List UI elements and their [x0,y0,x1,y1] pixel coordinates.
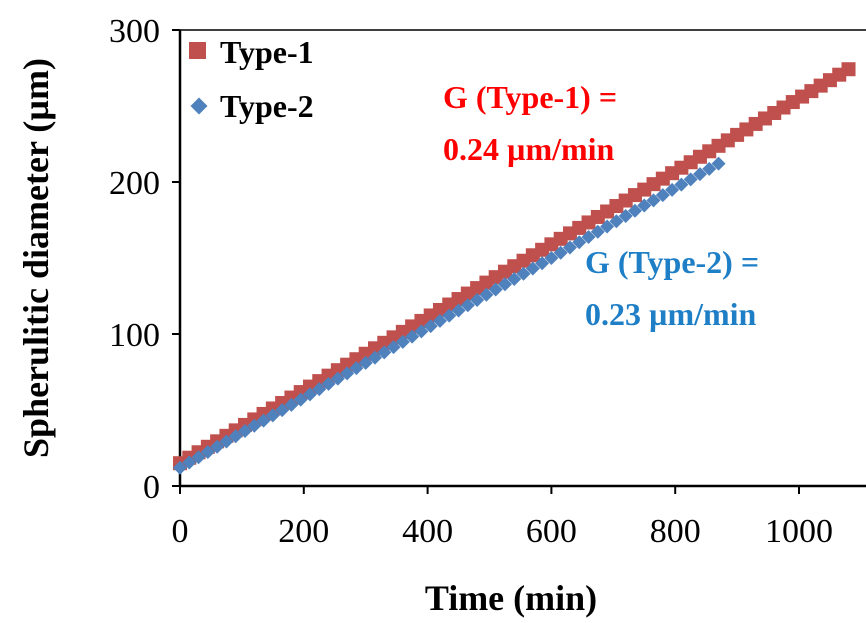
data-point-type-2 [432,313,447,328]
data-point-type-2 [275,403,290,418]
legend-label-type-2: Type-2 [220,88,314,124]
data-point-type-2 [618,209,633,224]
annotation-type-1-line-2: 0.24 µm/min [443,131,615,167]
data-point-type-2 [674,177,689,192]
data-point-type-2 [516,266,531,281]
legend-marker-type-2 [190,97,208,115]
legend-label-type-1: Type-1 [220,34,314,70]
y-tick-label: 300 [109,13,160,50]
data-point-type-2 [525,261,540,276]
x-tick-label: 400 [402,513,453,550]
x-tick-label: 200 [278,513,329,550]
data-point-type-2 [200,445,215,460]
data-point-type-2 [349,361,364,376]
series-type-2 [173,156,726,475]
data-point-type-2 [312,382,327,397]
data-point-type-2 [655,188,670,203]
x-tick-label: 0 [172,513,189,550]
data-point-type-2 [627,203,642,218]
data-point-type-2 [665,182,680,197]
data-point-type-2 [692,167,707,182]
data-point-type-2 [395,334,410,349]
y-axis-title: Spherulitic diameter (µm) [16,58,56,458]
data-point-type-2 [683,172,698,187]
data-point-type-2 [377,345,392,360]
data-point-type-2 [256,413,271,428]
data-point-type-2 [600,219,615,234]
data-point-type-2 [590,224,605,239]
data-point-type-2 [442,308,457,323]
data-point-type-2 [488,282,503,297]
data-point-type-2 [460,298,475,313]
data-point-type-2 [247,418,262,433]
data-point-type-2 [451,303,466,318]
data-point-type-2 [321,376,336,391]
data-point-type-2 [330,371,345,386]
data-point-type-2 [340,366,355,381]
axes [178,29,866,488]
annotation-type-2-line-2: 0.23 µm/min [585,296,757,332]
data-point-type-2 [423,319,438,334]
annotation-type-1-line-1: G (Type-1) = [443,79,617,115]
data-point-type-2 [405,329,420,344]
data-point-type-2 [507,271,522,286]
data-point-type-2 [479,287,494,302]
y-tick-label: 200 [109,165,160,202]
data-point-type-2 [265,408,280,423]
data-point-type-2 [367,350,382,365]
data-point-type-2 [535,256,550,271]
series-type-1 [173,62,856,471]
data-point-type-2 [219,434,234,449]
y-tick-label: 100 [109,317,160,354]
data-point-type-2 [293,392,308,407]
legend-marker-type-1 [189,42,206,59]
data-point-type-2 [386,340,401,355]
data-point-type-2 [572,235,587,250]
data-point-type-2 [702,161,717,176]
data-point-type-2 [302,387,317,402]
legend: Type-1 Type-2 [189,34,314,124]
data-point-type-2 [470,292,485,307]
data-point-type-2 [414,324,429,339]
data-point-type-2 [609,214,624,229]
data-point-type-1 [841,62,856,77]
data-point-type-2 [646,193,661,208]
data-point-type-2 [173,460,187,475]
x-tick-label: 800 [650,513,701,550]
data-point-type-2 [228,429,243,444]
annotation-type-2-line-1: G (Type-2) = [585,244,759,280]
data-point-type-2 [553,245,568,260]
data-point-type-2 [497,277,512,292]
data-point-type-2 [182,455,197,470]
data-point-type-2 [637,198,652,213]
y-tick-label: 0 [143,469,160,506]
ticks: 0 200 400 600 800 1000 0 100 200 300 [109,13,833,550]
data-point-type-2 [562,240,577,255]
data-point-type-2 [284,397,299,412]
x-tick-label: 600 [526,513,577,550]
x-axis-title: Time (min) [425,578,597,618]
x-tick-label: 1000 [765,513,833,550]
annotations: G (Type-1) = 0.24 µm/min G (Type-2) = 0.… [443,79,759,332]
data-point-type-2 [237,424,252,439]
data-point-type-2 [210,439,225,454]
data-point-type-2 [711,156,726,171]
data-point-type-2 [191,450,206,465]
data-point-type-2 [581,230,596,245]
data-point-type-2 [544,251,559,265]
data-point-type-2 [358,355,373,370]
